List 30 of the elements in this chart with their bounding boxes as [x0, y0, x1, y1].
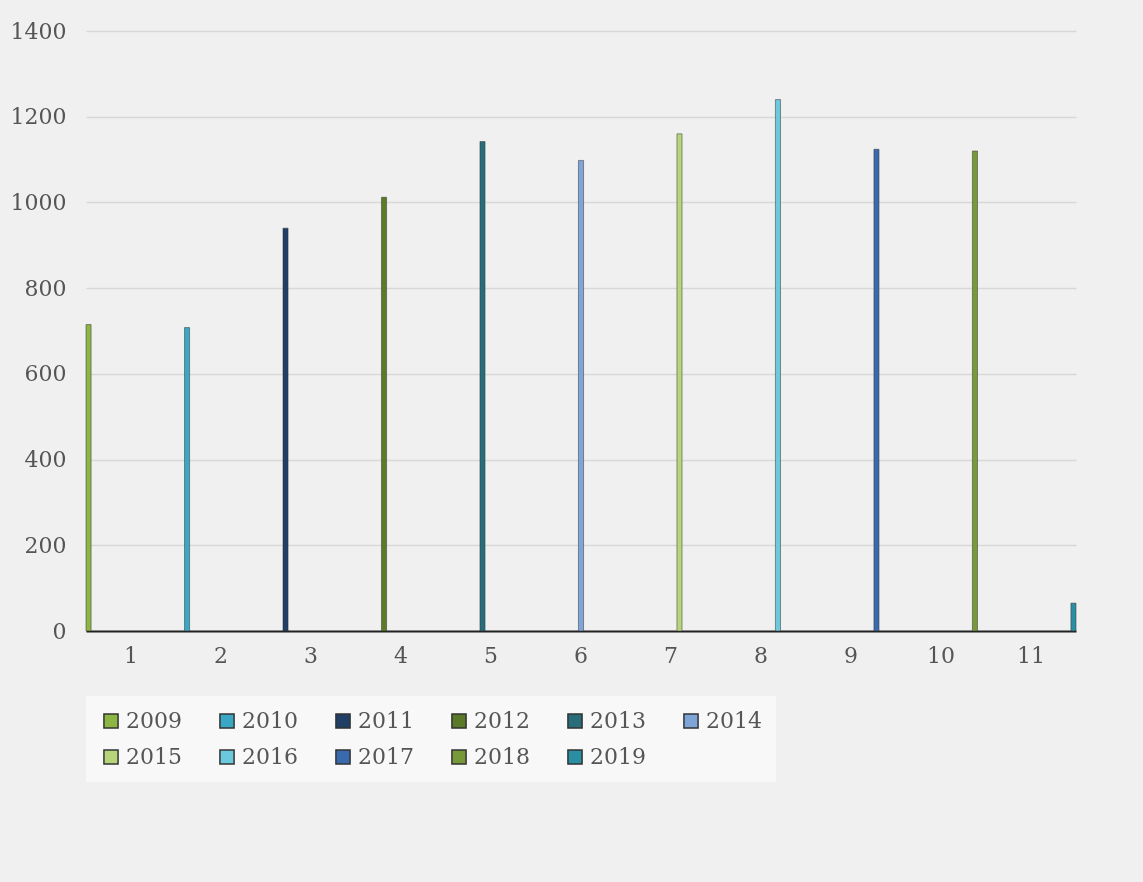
x-tick-label: 3 [304, 642, 318, 668]
legend-label: 2011 [358, 708, 414, 733]
legend-label: 2012 [474, 708, 530, 733]
y-tick-label: 0 [52, 618, 67, 644]
legend-label: 2013 [590, 708, 646, 733]
x-tick-label: 6 [574, 642, 588, 668]
x-tick-label: 10 [927, 642, 955, 668]
x-tick-label: 4 [394, 642, 408, 668]
y-tick-label: 1400 [10, 18, 67, 44]
legend-label: 2009 [126, 708, 182, 733]
x-tick-label: 8 [754, 642, 768, 668]
legend-label: 2016 [242, 744, 298, 769]
x-tick-label: 9 [844, 642, 858, 668]
legend-label: 2010 [242, 708, 298, 733]
y-tick-label: 800 [24, 275, 67, 301]
x-tick-label: 1 [124, 642, 138, 668]
legend-label: 2018 [474, 744, 530, 769]
y-tick-label: 1200 [10, 104, 67, 130]
legend-label: 2019 [590, 744, 646, 769]
legend-label: 2014 [706, 708, 762, 733]
x-tick-label: 5 [484, 642, 498, 668]
x-tick-label: 11 [1017, 642, 1045, 668]
y-tick-label: 400 [24, 447, 67, 473]
x-tick-label: 7 [664, 642, 678, 668]
legend-label: 2015 [126, 744, 182, 769]
legend-label: 2017 [358, 744, 414, 769]
y-tick-label: 1000 [10, 189, 67, 215]
y-tick-label: 600 [24, 361, 67, 387]
y-tick-label: 200 [24, 532, 67, 558]
x-tick-label: 2 [214, 642, 228, 668]
